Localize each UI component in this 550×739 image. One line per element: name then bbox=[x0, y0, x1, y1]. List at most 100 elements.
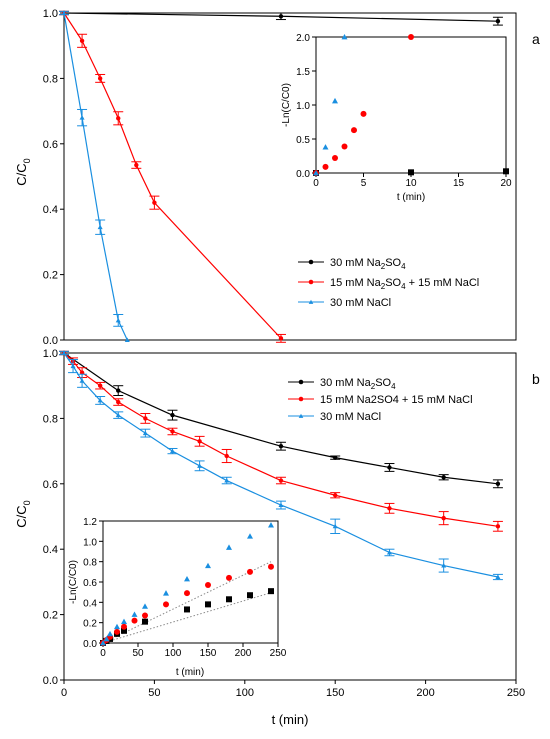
panel-a: 0.0 0.2 0.4 0.6 0.8 1.0 a C/C0 30 mM Na2SO4 15… bbox=[14, 8, 540, 347]
panel-b-y-tick-label: 0.6 bbox=[43, 479, 58, 491]
panel-a-inset-y-tick-label: 0.0 bbox=[296, 169, 310, 180]
panel-b-y-tick-label: 0.2 bbox=[43, 610, 58, 622]
panel-b-data-point bbox=[441, 515, 446, 521]
panel-b-inset-x-tick-label: 250 bbox=[270, 648, 287, 659]
panel-b-inset-data-point bbox=[268, 563, 274, 570]
panel-b-inset-data-point bbox=[121, 618, 127, 625]
panel-a-inset-y-tick-label: 0.5 bbox=[296, 135, 310, 146]
panel-b-data-point bbox=[386, 549, 392, 555]
panel-b-legend-label-1: 15 mM Na2SO4 + 15 mM NaCl bbox=[320, 394, 473, 406]
panel-a-inset-data-point bbox=[332, 155, 338, 162]
panel-a-inset-data-point bbox=[503, 168, 509, 175]
panel-a-legend-label-0: 30 mM Na2SO4 bbox=[330, 257, 406, 271]
panel-b-data-point bbox=[79, 378, 85, 383]
panel-b-inset-data-point bbox=[184, 575, 190, 582]
panel-b-inset-data-point bbox=[114, 623, 120, 630]
panel-a-inset-data-point bbox=[341, 34, 348, 40]
panel-a-plot-area bbox=[63, 12, 517, 341]
panel-a-legend-marker-2 bbox=[308, 299, 314, 304]
panel-a-data-point bbox=[79, 38, 85, 43]
panel-b-inset-data-point bbox=[142, 618, 148, 625]
panel-b-inset-x-tick-label: 200 bbox=[235, 648, 252, 659]
panel-a-y-tick-label: 0.4 bbox=[43, 204, 58, 216]
panel-b-inset-data-point bbox=[184, 606, 190, 613]
panel-b-inset-fit-line bbox=[102, 592, 272, 644]
panel-b-data-point bbox=[278, 478, 284, 483]
panel-a-y-tick-label: 1.0 bbox=[43, 8, 58, 20]
panel-a-data-point bbox=[79, 115, 85, 120]
panel-b-data-point bbox=[70, 363, 76, 369]
panel-a-data-point bbox=[495, 18, 501, 24]
panel-a-inset-x-tick-label: 0 bbox=[313, 178, 319, 189]
panel-b-data-point bbox=[97, 383, 103, 388]
panel-b-data-point bbox=[142, 430, 148, 436]
panel-b-inset-data-point bbox=[205, 562, 211, 569]
panel-a-legend-marker-1 bbox=[308, 279, 314, 285]
panel-a-inset-data-point bbox=[322, 144, 329, 150]
panel-a-legend: 30 mM Na2SO4 15 mM Na2SO4 + 15 mM NaCl 30 … bbox=[298, 257, 479, 309]
panel-a-data-point bbox=[278, 14, 284, 19]
panel-b-inset-y-tick-label: 0.2 bbox=[83, 619, 97, 630]
panel-b-legend-marker-1 bbox=[298, 396, 304, 402]
panel-b-inset-data-point bbox=[268, 588, 274, 595]
panel-b-inset-x-tick-label: 0 bbox=[100, 648, 106, 659]
panel-b-data-point bbox=[197, 439, 202, 444]
panel-b-data-point bbox=[495, 524, 501, 529]
panel-a-inset-x-tick-label: 10 bbox=[405, 178, 417, 189]
panel-a-inset-x-tick-label: 15 bbox=[453, 178, 465, 189]
panel-b-x-tick-label: 100 bbox=[236, 687, 254, 699]
panel-b-inset-data-point bbox=[142, 603, 148, 609]
panel-b-data-point bbox=[143, 416, 148, 421]
panel-b-inset-x-tick-label: 50 bbox=[132, 648, 144, 659]
panel-b-series-line-0 bbox=[63, 352, 498, 485]
panel-b-data-point bbox=[170, 412, 175, 418]
panel-b-data-point bbox=[115, 412, 121, 418]
panel-b-inset-data-point bbox=[103, 635, 110, 642]
panel-b-label: b bbox=[532, 371, 540, 387]
panel-b-x-tick-label: 150 bbox=[326, 687, 344, 699]
panel-b-data-point bbox=[332, 523, 338, 529]
panel-b-inset-data-point bbox=[247, 592, 253, 599]
panel-b-inset-data-point bbox=[268, 522, 274, 528]
panel-b-inset-data-point bbox=[131, 617, 138, 624]
panel-b-data-point bbox=[387, 465, 392, 470]
panel-b-inset-data-point bbox=[107, 630, 113, 637]
panel-a-inset-data-point bbox=[322, 163, 329, 170]
panel-b-x-tick-label: 0 bbox=[61, 687, 67, 699]
panel-a-y-tick-label: 0.6 bbox=[43, 139, 58, 151]
panel-b-data-point bbox=[116, 388, 121, 393]
panel-b-data-point bbox=[224, 478, 230, 483]
panel-b-inset-data-point bbox=[205, 601, 211, 608]
panel-a-data-point bbox=[124, 337, 130, 342]
panel-b-inset-y-tick-label: 1.2 bbox=[83, 517, 97, 528]
panel-a-y-axis-title: C/C0 bbox=[14, 158, 32, 185]
panel-a-inset: 0.0 0.5 1.0 1.5 2.0 0 5 10 15 20 t (min) -Ln(C/C0… bbox=[281, 33, 512, 203]
panel-a-data-point bbox=[278, 336, 284, 341]
panel-a-inset-data-point bbox=[351, 127, 357, 134]
panel-a-inset-y-tick-label: 1.0 bbox=[296, 101, 310, 112]
panel-b-data-point bbox=[169, 448, 175, 454]
panel-b-inset-data-point bbox=[226, 544, 232, 550]
panel-a-inset-data-point bbox=[332, 97, 338, 104]
panel-b-legend-marker-2 bbox=[298, 413, 304, 418]
panel-b-inset-y-axis-title: -Ln(C/C0) bbox=[68, 560, 79, 604]
panel-a-data-point bbox=[61, 10, 67, 15]
panel-b-data-point bbox=[495, 574, 501, 579]
panel-b-data-point bbox=[61, 350, 67, 355]
panel-a-inset-x-tick-label: 20 bbox=[500, 178, 512, 189]
panel-b-inset-series bbox=[100, 522, 274, 646]
panel-b-inset-data-point bbox=[131, 611, 138, 617]
panel-b-inset-y-tick-label: 0.0 bbox=[83, 639, 97, 650]
panel-a-inset-plot-area bbox=[315, 36, 507, 174]
panel-a-y-tick-label: 0.0 bbox=[43, 335, 58, 347]
panel-b-series-line-1 bbox=[63, 352, 499, 527]
panel-a-inset-series bbox=[313, 34, 509, 176]
panel-a-data-point bbox=[97, 76, 103, 81]
panel-b-inset-data-point bbox=[205, 582, 211, 589]
panel-b-inset-data-point bbox=[100, 640, 106, 646]
panel-a-inset-data-point bbox=[408, 169, 414, 176]
panel-b-data-point bbox=[495, 481, 501, 486]
x-axis-title: t (min) bbox=[272, 712, 309, 727]
panel-b-data-point bbox=[387, 506, 392, 511]
